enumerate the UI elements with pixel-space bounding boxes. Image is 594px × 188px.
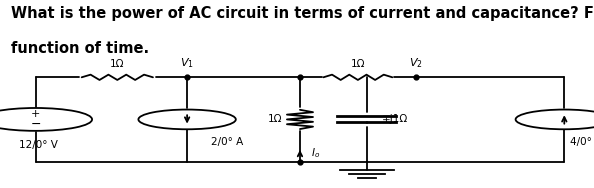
Text: $I_o$: $I_o$ xyxy=(311,146,320,160)
Text: 1Ω: 1Ω xyxy=(350,59,365,69)
Text: 1Ω: 1Ω xyxy=(110,59,125,69)
Text: 2/0° A: 2/0° A xyxy=(211,136,243,146)
Text: $V_2$: $V_2$ xyxy=(409,56,423,70)
Text: ∓j1Ω: ∓j1Ω xyxy=(382,114,408,124)
Text: −: − xyxy=(30,118,41,131)
Text: 4/0° A: 4/0° A xyxy=(570,136,594,146)
Text: 1Ω: 1Ω xyxy=(268,114,282,124)
Text: What is the power of AC circuit in terms of current and capacitance? Find it as : What is the power of AC circuit in terms… xyxy=(11,6,594,21)
Text: 12/0° V: 12/0° V xyxy=(19,140,58,150)
Text: $V_1$: $V_1$ xyxy=(180,56,194,70)
Text: +: + xyxy=(31,109,40,119)
Text: function of time.: function of time. xyxy=(11,41,149,56)
